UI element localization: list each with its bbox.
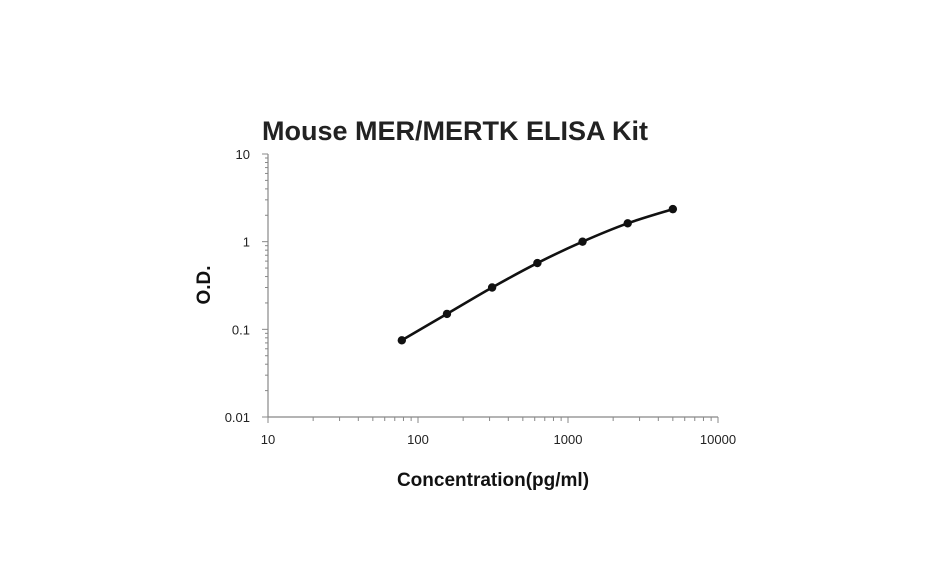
data-point xyxy=(487,283,497,292)
ticks xyxy=(262,153,719,423)
x-tick-label: 10000 xyxy=(700,432,736,447)
data-point xyxy=(533,258,542,268)
y-tick-label: 0.1 xyxy=(232,322,250,337)
x-tick-label: 1000 xyxy=(554,432,583,447)
data-point xyxy=(397,336,407,345)
y-tick-label: 1 xyxy=(243,235,250,250)
data-point xyxy=(442,309,452,319)
data-point xyxy=(623,219,632,228)
y-tick-label: 10 xyxy=(236,147,250,162)
x-tick-label: 10 xyxy=(261,432,275,447)
axes xyxy=(267,154,718,418)
data-point xyxy=(668,204,678,214)
x-axis-title: Concentration(pg/ml) xyxy=(397,470,589,491)
y-tick-labels: 0.01 0.1 1 10 xyxy=(225,147,250,425)
x-tick-labels: 10 100 1000 10000 xyxy=(261,432,736,447)
series-group xyxy=(397,204,678,345)
y-axis-title: O.D. xyxy=(194,265,215,304)
data-point xyxy=(578,237,587,246)
y-tick-label: 0.01 xyxy=(225,410,250,425)
standard-curve-line xyxy=(401,207,674,342)
x-tick-label: 100 xyxy=(407,432,429,447)
chart-title: Mouse MER/MERTK ELISA Kit xyxy=(262,116,648,146)
